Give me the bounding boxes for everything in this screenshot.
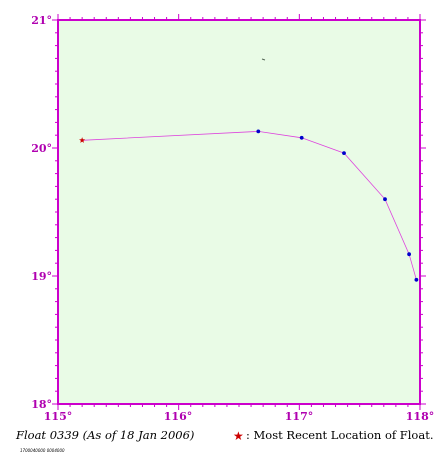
- float-position-point: [342, 151, 346, 156]
- float-position-point: [407, 252, 411, 257]
- lat-label-21: 21°: [31, 14, 52, 27]
- lon-label-118: 118°: [406, 410, 434, 423]
- float-position-point: [299, 135, 304, 140]
- lat-label-20: 20°: [31, 142, 52, 155]
- lon-label-117: 117°: [285, 410, 313, 423]
- lon-label-116: 116°: [164, 410, 192, 423]
- map-speck: [261, 58, 266, 61]
- latest-location-star-icon: [79, 137, 86, 143]
- float-position-point: [256, 129, 261, 134]
- lat-label-18: 18°: [31, 398, 52, 411]
- float-track: [79, 129, 419, 282]
- map-area: [58, 20, 420, 404]
- float-position-point: [414, 277, 419, 282]
- figure-stamp: 1700040000 0004000: [20, 448, 65, 453]
- map-caption-title: Float 0339 (As of 18 Jan 2006): [15, 428, 194, 442]
- lat-label-19: 19°: [31, 270, 52, 283]
- legend-text: : Most Recent Location of Float.: [246, 428, 434, 442]
- axis-ticks: [52, 14, 426, 410]
- legend-star-icon: ★: [233, 429, 244, 443]
- lon-label-115: 115°: [44, 410, 72, 423]
- float-position-point: [383, 197, 387, 202]
